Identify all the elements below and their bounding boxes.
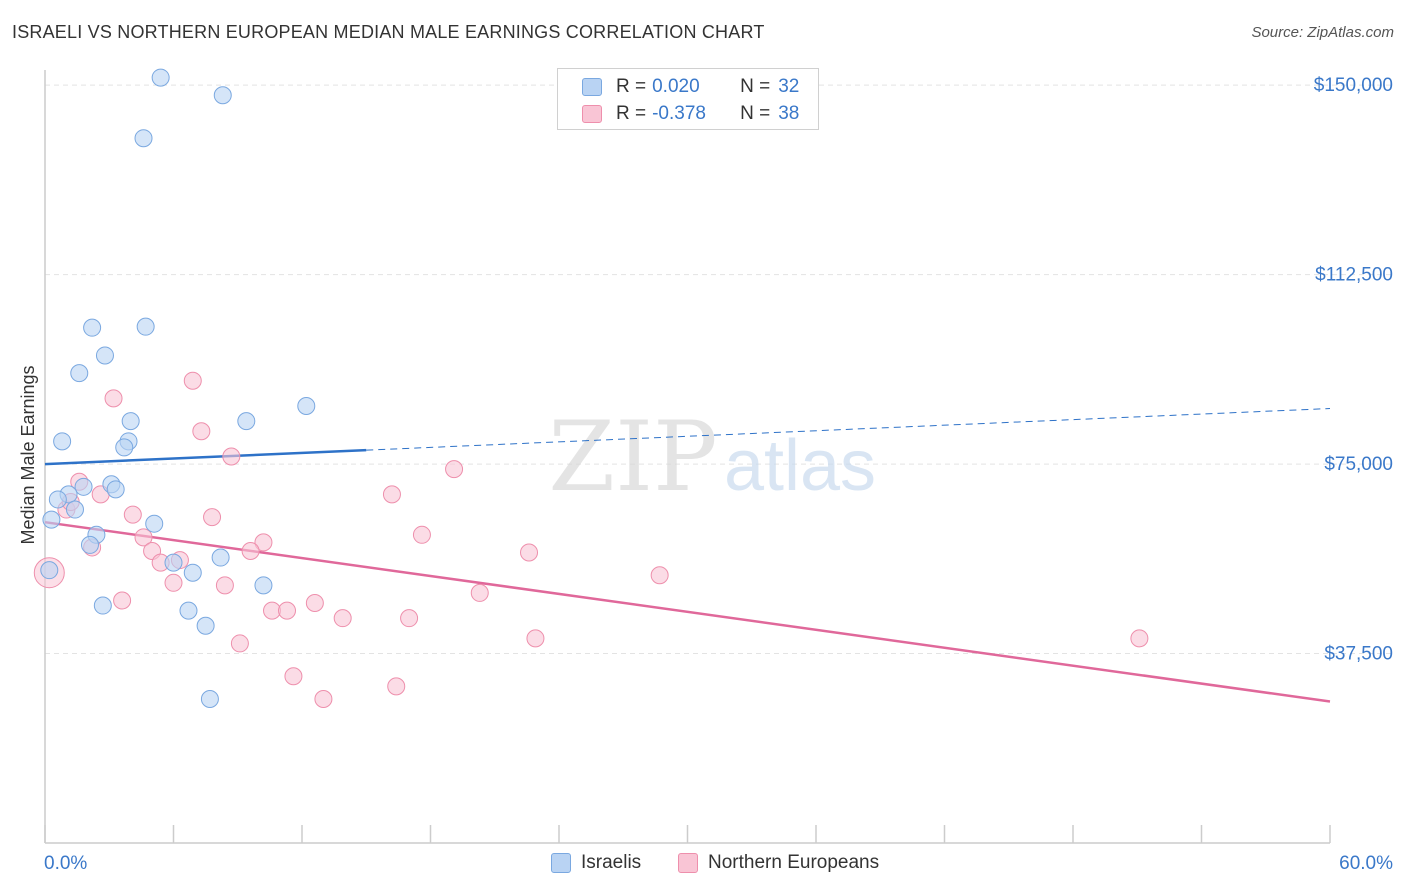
point-israelis: [70, 364, 89, 383]
point-northern-europeans: [113, 591, 132, 610]
chart-title: ISRAELI VS NORTHERN EUROPEAN MEDIAN MALE…: [12, 22, 765, 42]
point-northern-europeans: [164, 573, 183, 592]
point-northern-europeans: [215, 576, 234, 595]
point-israelis: [297, 396, 316, 415]
point-northern-europeans: [254, 533, 273, 552]
point-northern-europeans: [470, 583, 489, 602]
series-swatch-israelis: [551, 853, 571, 873]
trend-line-northern-europeans: [44, 520, 1331, 703]
point-northern-europeans: [230, 634, 249, 653]
legend-row-israelis: R = 0.020 N = 32: [582, 75, 799, 99]
point-northern-europeans: [382, 485, 401, 504]
point-israelis: [65, 500, 84, 519]
watermark-atlas: atlas: [724, 426, 876, 506]
point-israelis: [164, 553, 183, 572]
legend-row-northern-europeans: R = -0.378 N = 38: [582, 102, 799, 126]
point-israelis: [196, 616, 215, 635]
y-tick-label: $37,500: [1324, 644, 1393, 665]
y-axis-label: Median Male Earnings: [18, 365, 38, 544]
y-tick-label: $75,000: [1324, 454, 1393, 475]
point-northern-europeans: [134, 528, 153, 547]
series-name-israelis: Israelis: [581, 852, 642, 873]
trend-line-israelis-extrapolated: [366, 408, 1331, 451]
point-northern-europeans: [241, 541, 260, 560]
point-northern-europeans: [400, 609, 419, 628]
point-israelis: [80, 535, 99, 554]
point-northern-europeans: [387, 677, 406, 696]
point-northern-europeans: [314, 690, 333, 709]
axis-layer: [44, 70, 1331, 844]
point-israelis: [211, 548, 230, 567]
point-northern-europeans: [104, 389, 123, 408]
point-israelis: [136, 317, 155, 336]
point-israelis: [151, 68, 170, 87]
point-israelis: [134, 129, 153, 148]
point-northern-europeans: [222, 447, 241, 466]
legend-r-value: 0.020: [652, 76, 700, 97]
legend-r-label: R =: [616, 76, 647, 97]
series-legend-northern-europeans: Northern Europeans: [678, 852, 879, 874]
point-israelis: [213, 86, 232, 105]
chart-source: Source: ZipAtlas.com: [1251, 24, 1394, 41]
x-tick-label-min: 0.0%: [44, 853, 87, 874]
series-legend: Israelis Northern Europeans: [0, 852, 1406, 876]
point-israelis: [183, 563, 202, 582]
series-swatch-northern-europeans: [678, 853, 698, 873]
point-northern-europeans: [123, 505, 142, 524]
point-israelis: [74, 477, 93, 496]
point-israelis: [42, 510, 61, 529]
grid-layer: [45, 84, 1395, 655]
point-northern-europeans: [520, 543, 539, 562]
point-israelis: [40, 561, 59, 580]
point-northern-europeans: [650, 566, 669, 585]
legend-n-value: 32: [778, 76, 800, 97]
point-israelis: [145, 514, 164, 533]
point-israelis: [93, 596, 112, 615]
point-northern-europeans: [412, 525, 431, 544]
point-israelis: [83, 318, 102, 337]
point-israelis: [254, 576, 273, 595]
point-israelis: [48, 490, 67, 509]
point-northern-europeans: [333, 609, 352, 628]
point-israelis: [53, 432, 72, 451]
legend-n-label: N =: [740, 76, 771, 97]
x-tick-label-max: 60.0%: [1339, 853, 1393, 874]
point-israelis: [200, 690, 219, 709]
point-northern-europeans: [263, 601, 282, 620]
watermark-zip: ZIP: [548, 401, 717, 513]
legend-r-value: -0.378: [652, 103, 706, 124]
legend-n-value: 38: [778, 103, 800, 124]
points-layer: [33, 68, 1149, 709]
point-northern-europeans: [278, 601, 297, 620]
correlation-legend: R = 0.020 N = 32 R = -0.378 N = 38: [557, 68, 819, 130]
point-northern-europeans: [445, 460, 464, 479]
point-israelis: [115, 438, 134, 457]
point-northern-europeans: [192, 422, 211, 441]
trend-line-israelis: [44, 448, 367, 466]
series-name-northern-europeans: Northern Europeans: [708, 852, 880, 873]
point-israelis: [237, 412, 256, 431]
point-northern-europeans: [526, 629, 545, 648]
point-israelis: [121, 412, 140, 431]
point-northern-europeans: [284, 667, 303, 686]
point-israelis: [95, 346, 114, 365]
point-northern-europeans: [203, 508, 222, 527]
point-israelis: [179, 601, 198, 620]
legend-n-label: N =: [740, 103, 771, 124]
legend-r-label: R =: [616, 103, 647, 124]
legend-swatch-northern-europeans: [582, 105, 602, 123]
legend-swatch-israelis: [582, 78, 602, 96]
point-israelis: [106, 480, 125, 499]
point-northern-europeans: [183, 371, 202, 390]
tick-labels: $37,500 $75,000 $112,500 $150,000 0.0% 60.0%: [44, 75, 1393, 874]
point-northern-europeans: [1130, 629, 1149, 648]
series-legend-israelis: Israelis: [551, 852, 641, 874]
y-tick-label: $112,500: [1315, 265, 1393, 286]
y-tick-label: $150,000: [1314, 75, 1393, 96]
point-northern-europeans: [305, 594, 324, 613]
watermark: ZIP atlas: [548, 401, 876, 513]
